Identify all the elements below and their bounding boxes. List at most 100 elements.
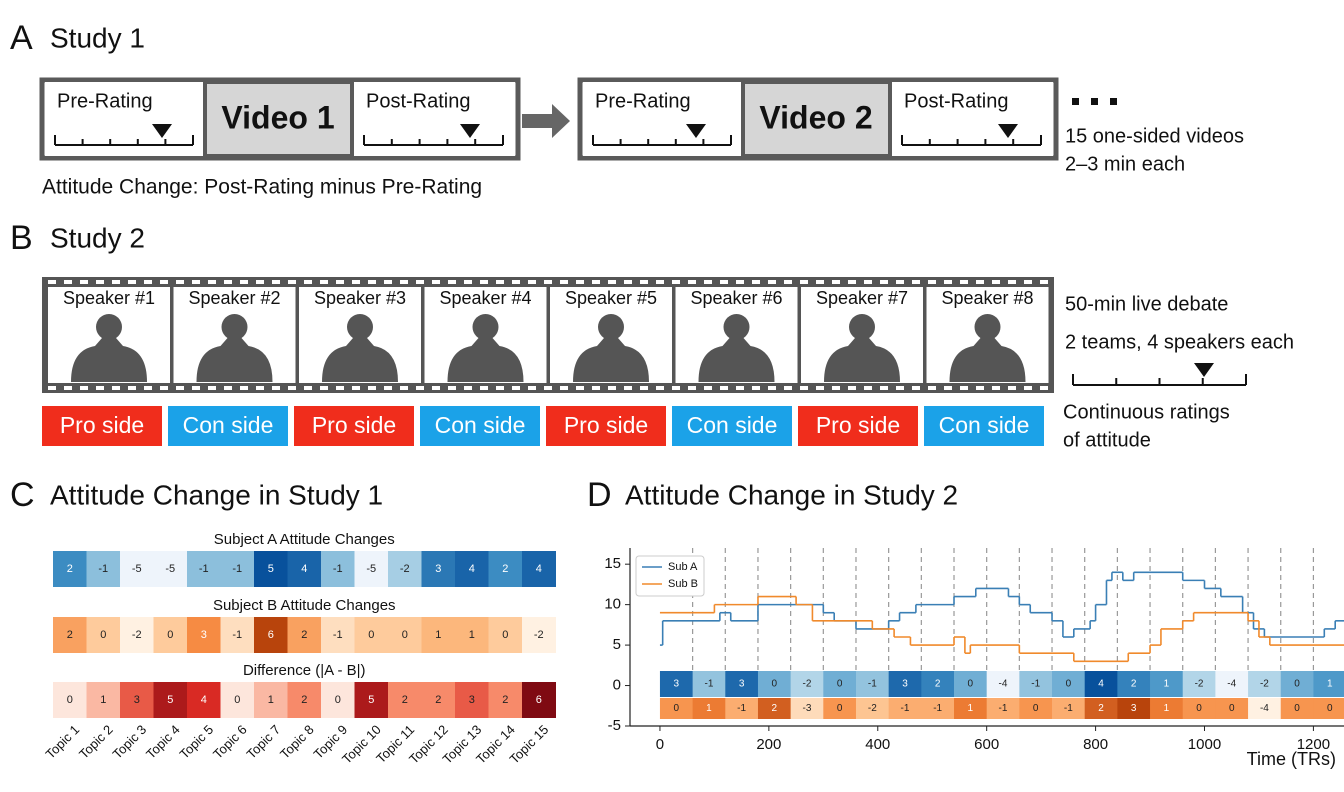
heatmap-cell bbox=[53, 617, 87, 653]
cell-label: 0 bbox=[1294, 703, 1300, 714]
heatmap-cell bbox=[888, 671, 922, 697]
sprocket bbox=[992, 280, 1000, 284]
sprocket bbox=[752, 280, 760, 284]
sprocket bbox=[960, 386, 968, 390]
sprocket bbox=[576, 280, 584, 284]
sprocket bbox=[336, 280, 344, 284]
sprocket bbox=[1040, 280, 1048, 284]
heatmap-cell bbox=[388, 551, 422, 587]
silhouette-head bbox=[96, 314, 122, 340]
sprocket bbox=[432, 386, 440, 390]
cell-label: 0 bbox=[1033, 703, 1039, 714]
sprocket bbox=[736, 280, 744, 284]
arrow bbox=[522, 104, 570, 138]
sprocket bbox=[800, 280, 808, 284]
note: 2–3 min each bbox=[1065, 153, 1185, 175]
sprocket bbox=[496, 386, 504, 390]
silhouette-body bbox=[573, 338, 649, 382]
topic-label: Topic 7 bbox=[244, 722, 284, 762]
rating-label: Post-Rating bbox=[366, 90, 471, 112]
sprocket bbox=[1040, 386, 1048, 390]
sprocket bbox=[816, 386, 824, 390]
cell-label: 5 bbox=[268, 563, 274, 575]
heatmap-cell bbox=[790, 698, 824, 719]
heatmap-cell bbox=[1248, 671, 1282, 697]
sprocket bbox=[704, 386, 712, 390]
sprocket bbox=[688, 386, 696, 390]
sprocket bbox=[480, 280, 488, 284]
heatmap-cell bbox=[421, 551, 456, 587]
sprocket bbox=[448, 386, 456, 390]
panel-title: Study 1 bbox=[50, 22, 145, 53]
cell-label: -2 bbox=[1260, 679, 1269, 690]
speaker-label: Speaker #3 bbox=[314, 288, 406, 308]
sprocket bbox=[256, 386, 264, 390]
sprocket bbox=[672, 386, 680, 390]
note: of attitude bbox=[1063, 429, 1151, 451]
heatmap-cell bbox=[220, 682, 255, 718]
cell-label: -4 bbox=[999, 679, 1008, 690]
heatmap-cell bbox=[790, 671, 824, 697]
video-label: Video 2 bbox=[759, 99, 872, 135]
x-tick-label: 1000 bbox=[1188, 736, 1221, 753]
heatmap-cell bbox=[488, 682, 523, 718]
sprocket bbox=[848, 280, 856, 284]
series-line bbox=[659, 571, 1344, 646]
heatmap-cell bbox=[53, 682, 87, 718]
cell-label: -1 bbox=[933, 703, 942, 714]
sprocket bbox=[944, 280, 952, 284]
rating-marker bbox=[152, 124, 172, 138]
cell-label: 2 bbox=[402, 694, 408, 706]
sprocket bbox=[224, 280, 232, 284]
sprocket bbox=[720, 280, 728, 284]
side-badge bbox=[924, 406, 1044, 446]
silhouette-head bbox=[723, 314, 750, 340]
sprocket bbox=[464, 280, 472, 284]
cell-label: 3 bbox=[674, 679, 680, 690]
heatmap-cell bbox=[1084, 698, 1118, 719]
panel-label: A bbox=[10, 19, 33, 57]
cell-label: 0 bbox=[335, 694, 341, 706]
sprocket bbox=[592, 280, 600, 284]
cell-label: 0 bbox=[1196, 703, 1202, 714]
heatmap-cell bbox=[1019, 698, 1053, 719]
cell-label: -1 bbox=[868, 679, 877, 690]
cell-label: -1 bbox=[232, 563, 242, 575]
sprocket bbox=[240, 386, 248, 390]
y-tick-label: 5 bbox=[613, 636, 621, 653]
heatmap-cell bbox=[823, 698, 857, 719]
x-tick-label: 400 bbox=[865, 736, 890, 753]
heatmap-cell bbox=[659, 671, 694, 697]
heatmap-cell bbox=[757, 698, 792, 719]
cell-label: 0 bbox=[1294, 679, 1300, 690]
cell-label: -2 bbox=[803, 679, 812, 690]
sprocket bbox=[912, 280, 920, 284]
cell-label: 2 bbox=[1098, 703, 1104, 714]
speaker-label: Speaker #7 bbox=[816, 288, 908, 308]
heatmap-cell bbox=[287, 682, 322, 718]
sprocket bbox=[304, 386, 312, 390]
heatmap-cell bbox=[488, 551, 523, 587]
cell-label: 2 bbox=[1131, 679, 1137, 690]
rating-label: Post-Rating bbox=[904, 90, 1009, 112]
sprocket bbox=[832, 386, 840, 390]
heatmap-cell bbox=[1019, 671, 1053, 697]
sprocket bbox=[416, 280, 424, 284]
sprocket bbox=[512, 386, 520, 390]
sprocket bbox=[352, 280, 360, 284]
cell-label: 1 bbox=[1164, 703, 1170, 714]
cell-label: 2 bbox=[67, 563, 73, 575]
cell-label: -1 bbox=[1064, 703, 1073, 714]
sprocket bbox=[80, 386, 88, 390]
silhouette-head bbox=[974, 314, 1001, 340]
cell-label: -1 bbox=[901, 703, 910, 714]
side-badge bbox=[42, 406, 162, 446]
sprocket bbox=[208, 386, 216, 390]
cell-label: 6 bbox=[536, 694, 542, 706]
silhouette-body bbox=[196, 338, 273, 382]
heatmap-cell bbox=[421, 617, 456, 653]
heatmap-cell bbox=[321, 617, 355, 653]
sprocket bbox=[688, 280, 696, 284]
sprocket bbox=[272, 280, 280, 284]
